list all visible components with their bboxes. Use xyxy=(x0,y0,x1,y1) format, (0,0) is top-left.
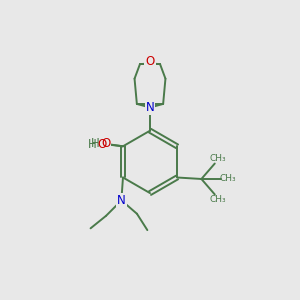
Text: CH₃: CH₃ xyxy=(209,195,226,204)
Text: O: O xyxy=(97,138,106,151)
Text: N: N xyxy=(146,101,154,114)
Text: H: H xyxy=(91,137,100,150)
Text: CH₃: CH₃ xyxy=(219,175,236,184)
Text: O: O xyxy=(101,137,111,150)
Text: O: O xyxy=(146,55,154,68)
Text: H: H xyxy=(87,138,96,151)
Text: CH₃: CH₃ xyxy=(209,154,226,163)
Text: N: N xyxy=(117,194,126,207)
